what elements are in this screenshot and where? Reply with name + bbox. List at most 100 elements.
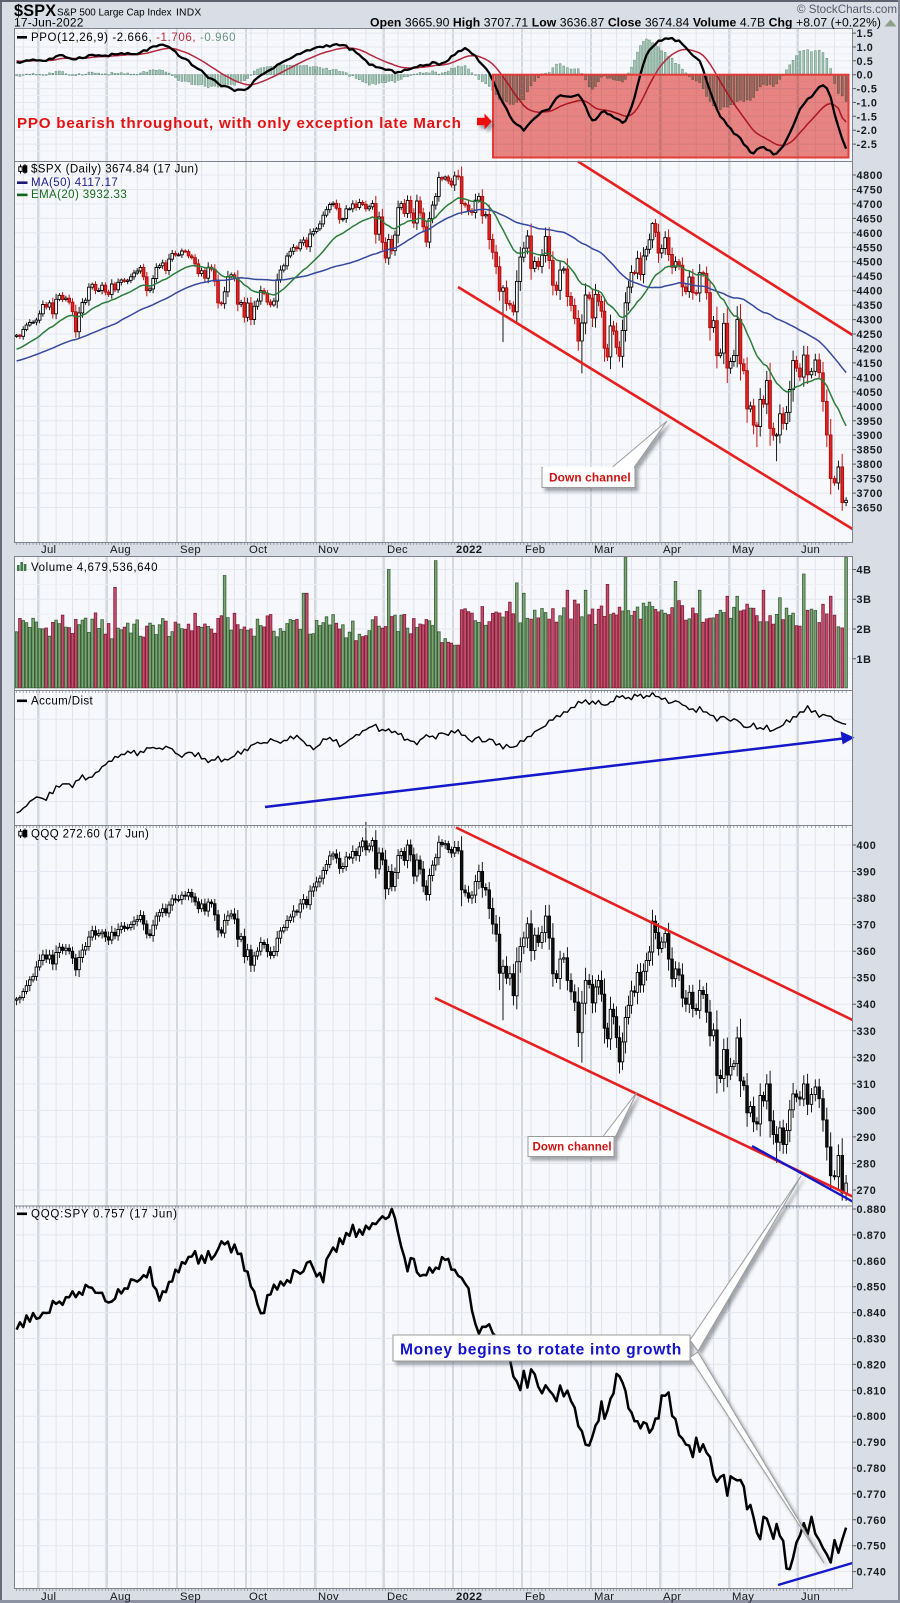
svg-text:3750: 3750 <box>857 474 883 486</box>
svg-text:Aug: Aug <box>110 544 131 556</box>
svg-text:4650: 4650 <box>857 213 883 225</box>
svg-text:S&P 500 Large Cap Index: S&P 500 Large Cap Index <box>57 8 172 19</box>
svg-text:Nov: Nov <box>318 544 339 556</box>
svg-text:0.860: 0.860 <box>857 1256 887 1268</box>
svg-text:Jul: Jul <box>41 544 56 556</box>
svg-text:4300: 4300 <box>857 315 883 327</box>
svg-text:EMA(20) 3932.33: EMA(20) 3932.33 <box>31 189 127 201</box>
svg-text:0.880: 0.880 <box>857 1204 887 1216</box>
svg-text:PPO bearish throughout, with o: PPO bearish throughout, with only except… <box>17 115 462 132</box>
svg-text:2B: 2B <box>857 624 872 636</box>
svg-text:May: May <box>732 1591 754 1603</box>
svg-text:3650: 3650 <box>857 503 883 515</box>
svg-text:4800: 4800 <box>857 170 883 182</box>
svg-text:0.830: 0.830 <box>857 1334 887 1346</box>
svg-text:4250: 4250 <box>857 329 883 341</box>
svg-text:$SPX: $SPX <box>14 2 56 20</box>
svg-text:Sep: Sep <box>180 1591 201 1603</box>
svg-text:-1.0: -1.0 <box>857 98 878 110</box>
svg-text:Down channel: Down channel <box>533 1142 612 1154</box>
svg-text:0.840: 0.840 <box>857 1308 887 1320</box>
svg-text:© StockCharts.com: © StockCharts.com <box>797 3 897 16</box>
svg-text:380: 380 <box>857 893 877 905</box>
svg-text:370: 370 <box>857 920 877 932</box>
svg-text:-0.5: -0.5 <box>857 84 878 96</box>
svg-text:-2.5: -2.5 <box>857 139 878 151</box>
svg-text:May: May <box>732 544 754 556</box>
svg-text:Dec: Dec <box>387 1591 408 1603</box>
svg-text:4700: 4700 <box>857 199 883 211</box>
svg-text:310: 310 <box>857 1079 877 1091</box>
svg-text:4000: 4000 <box>857 401 883 413</box>
svg-text:290: 290 <box>857 1132 877 1144</box>
svg-text:3900: 3900 <box>857 430 883 442</box>
svg-text:270: 270 <box>857 1185 877 1197</box>
svg-text:3850: 3850 <box>857 445 883 457</box>
svg-text:4400: 4400 <box>857 286 883 298</box>
svg-text:Feb: Feb <box>525 544 545 556</box>
svg-text:300: 300 <box>857 1105 877 1117</box>
svg-text:4350: 4350 <box>857 300 883 312</box>
svg-text:Aug: Aug <box>110 1591 131 1603</box>
svg-text:Money begins to rotate into gr: Money begins to rotate into growth <box>400 1342 682 1359</box>
svg-text:Dec: Dec <box>387 544 408 556</box>
svg-text:3950: 3950 <box>857 416 883 428</box>
svg-text:3800: 3800 <box>857 459 883 471</box>
svg-text:Volume 4,679,536,640: Volume 4,679,536,640 <box>31 562 158 574</box>
svg-text:4550: 4550 <box>857 242 883 254</box>
svg-text:Jul: Jul <box>41 1591 56 1603</box>
svg-text:4B: 4B <box>857 565 872 577</box>
svg-text:-1.5: -1.5 <box>857 111 878 123</box>
svg-text:1.5: 1.5 <box>857 28 874 40</box>
svg-text:330: 330 <box>857 1026 877 1038</box>
svg-text:4150: 4150 <box>857 358 883 370</box>
svg-text:Oct: Oct <box>249 1591 268 1603</box>
svg-text:3B: 3B <box>857 594 872 606</box>
svg-text:QQQ 272.60 (17 Jun): QQQ 272.60 (17 Jun) <box>31 829 149 841</box>
svg-text:Mar: Mar <box>594 1591 614 1603</box>
svg-text:QQQ:SPY 0.757 (17 Jun): QQQ:SPY 0.757 (17 Jun) <box>31 1209 178 1221</box>
svg-text:0.760: 0.760 <box>857 1515 887 1527</box>
svg-text:Open 3665.90 High 3707.71 Low: Open 3665.90 High 3707.71 Low 3636.87 Cl… <box>370 16 881 30</box>
svg-text:Apr: Apr <box>663 544 681 556</box>
svg-text:0.770: 0.770 <box>857 1489 887 1501</box>
svg-text:360: 360 <box>857 946 877 958</box>
svg-text:400: 400 <box>857 840 877 852</box>
svg-text:280: 280 <box>857 1159 877 1171</box>
svg-text:4200: 4200 <box>857 344 883 356</box>
svg-text:Jun: Jun <box>801 544 820 556</box>
svg-text:2022: 2022 <box>456 544 482 556</box>
svg-text:4450: 4450 <box>857 271 883 283</box>
svg-text:17-Jun-2022: 17-Jun-2022 <box>14 16 84 30</box>
svg-text:0.780: 0.780 <box>857 1463 887 1475</box>
svg-text:-2.0: -2.0 <box>857 125 878 137</box>
svg-text:Apr: Apr <box>663 1591 681 1603</box>
svg-text:Nov: Nov <box>318 1591 339 1603</box>
svg-text:1.0: 1.0 <box>857 42 874 54</box>
svg-text:INDX: INDX <box>176 8 201 19</box>
svg-text:0.850: 0.850 <box>857 1282 887 1294</box>
svg-text:Accum/Dist: Accum/Dist <box>31 696 94 708</box>
svg-text:320: 320 <box>857 1052 877 1064</box>
svg-text:Feb: Feb <box>525 1591 545 1603</box>
svg-text:Mar: Mar <box>594 544 614 556</box>
svg-text:$SPX (Daily) 3674.84 (17 Jun): $SPX (Daily) 3674.84 (17 Jun) <box>31 164 199 176</box>
svg-text:Down channel: Down channel <box>549 471 631 485</box>
svg-text:0.870: 0.870 <box>857 1230 887 1242</box>
svg-text:PPO(12,26,9) -2.666, -1.706, -: PPO(12,26,9) -2.666, -1.706, -0.960 <box>31 32 236 44</box>
svg-text:Jun: Jun <box>801 1591 820 1603</box>
svg-text:4500: 4500 <box>857 257 883 269</box>
svg-text:Oct: Oct <box>249 544 268 556</box>
svg-text:0.0: 0.0 <box>857 70 874 82</box>
svg-text:340: 340 <box>857 999 877 1011</box>
svg-text:350: 350 <box>857 973 877 985</box>
svg-text:Sep: Sep <box>180 544 201 556</box>
svg-text:0.790: 0.790 <box>857 1437 887 1449</box>
svg-text:2022: 2022 <box>456 1591 482 1603</box>
svg-text:4600: 4600 <box>857 228 883 240</box>
svg-text:3700: 3700 <box>857 488 883 500</box>
svg-text:4050: 4050 <box>857 387 883 399</box>
svg-text:390: 390 <box>857 867 877 879</box>
svg-text:0.5: 0.5 <box>857 56 874 68</box>
svg-text:4750: 4750 <box>857 185 883 197</box>
